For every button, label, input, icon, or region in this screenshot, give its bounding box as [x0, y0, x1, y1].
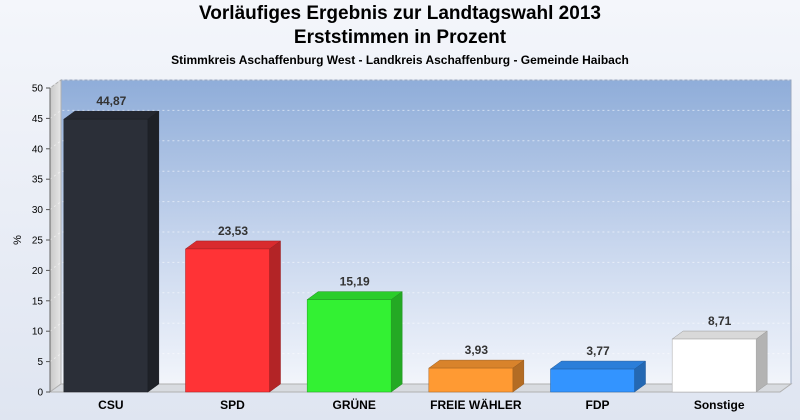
- y-tick-label: 25: [32, 236, 44, 247]
- y-tick-label: 5: [37, 357, 43, 368]
- bar-front: [671, 338, 757, 393]
- bar-front: [550, 368, 635, 393]
- gridline: [49, 231, 791, 241]
- bar-front: [428, 367, 514, 393]
- bar-front: [63, 118, 149, 393]
- y-axis-label: %: [12, 235, 24, 245]
- bar-front: [185, 248, 270, 393]
- x-tick-label: FDP: [586, 398, 610, 412]
- gridline: [49, 140, 791, 150]
- gridline: [49, 292, 791, 302]
- bar-spd: [184, 240, 282, 393]
- x-tick-label: CSU: [98, 398, 123, 412]
- y-tick-label: 40: [32, 144, 44, 155]
- gridline: [49, 79, 791, 89]
- bar-csu: [63, 110, 160, 393]
- y-tick-label: 15: [32, 296, 44, 307]
- chart-title-line2: Erststimmen in Prozent: [293, 27, 507, 48]
- gridline: [49, 322, 791, 332]
- x-tick-label: GRÜNE: [332, 397, 375, 412]
- gridline: [49, 353, 791, 363]
- bar-top: [306, 291, 403, 300]
- y-tick-label: 20: [32, 266, 44, 277]
- x-tick-label: FREIE WÄHLER: [430, 397, 522, 412]
- bar-value-label: 3,77: [586, 344, 610, 358]
- bar-value-label: 23,53: [218, 224, 248, 238]
- x-tick-label: SPD: [220, 398, 245, 412]
- y-tick-label: 45: [32, 114, 44, 125]
- bar-fdp: [549, 360, 647, 393]
- y-tick-label: 30: [32, 205, 44, 216]
- y-tick-label: 0: [37, 388, 43, 399]
- gridline: [49, 109, 791, 119]
- x-tick-label: Sonstige: [694, 398, 745, 412]
- bar-value-label: 3,93: [465, 343, 489, 357]
- bar-front: [306, 299, 392, 393]
- bar-top: [428, 359, 525, 369]
- bar-side: [755, 330, 768, 393]
- gridline: [49, 170, 791, 180]
- bar-freie-wähler: [428, 359, 525, 393]
- chart-title-line1: Vorläufiges Ergebnis zur Landtagswahl 20…: [199, 3, 601, 24]
- y-tick-label: 35: [32, 175, 44, 186]
- gridline: [49, 261, 791, 271]
- bar-grüne: [306, 291, 403, 393]
- bar-side: [147, 110, 160, 393]
- bar-side: [390, 291, 403, 393]
- bar-top: [184, 240, 282, 250]
- y-tick-label: 50: [32, 84, 44, 95]
- chart-subtitle: Stimmkreis Aschaffenburg West - Landkrei…: [171, 53, 629, 67]
- bar-value-label: 8,71: [708, 314, 732, 328]
- bar-value-label: 44,87: [96, 94, 126, 108]
- bar-side: [269, 240, 281, 393]
- bar-value-label: 15,19: [340, 275, 370, 289]
- bar-top: [671, 330, 768, 340]
- bar-top: [549, 360, 647, 370]
- gridline: [49, 201, 791, 211]
- y-tick-label: 10: [32, 327, 44, 338]
- bar-sonstige: [671, 330, 768, 393]
- bar-top: [63, 110, 160, 120]
